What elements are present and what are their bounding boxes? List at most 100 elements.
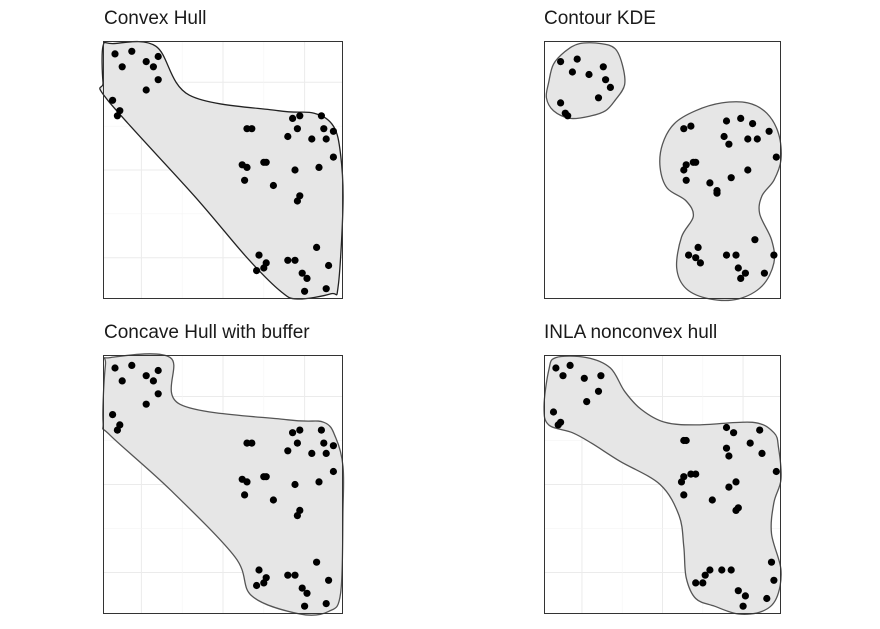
data-point bbox=[296, 426, 304, 434]
data-point bbox=[253, 581, 261, 590]
data-point bbox=[585, 70, 593, 79]
data-point bbox=[732, 506, 740, 514]
data-point bbox=[559, 372, 567, 380]
data-point bbox=[111, 364, 119, 372]
data-point bbox=[722, 444, 731, 452]
data-point bbox=[583, 398, 591, 406]
data-point bbox=[241, 176, 249, 184]
data-point bbox=[680, 491, 688, 499]
data-point bbox=[756, 426, 764, 434]
data-point bbox=[680, 125, 688, 133]
data-point bbox=[749, 120, 757, 128]
data-point bbox=[317, 426, 325, 434]
data-point bbox=[573, 55, 581, 63]
data-point bbox=[293, 197, 301, 205]
data-point bbox=[725, 140, 733, 148]
data-point bbox=[725, 483, 733, 491]
data-point bbox=[142, 86, 150, 94]
data-point bbox=[243, 163, 251, 171]
data-point bbox=[722, 251, 731, 259]
data-point bbox=[113, 112, 121, 120]
data-point bbox=[746, 439, 754, 447]
data-point bbox=[682, 176, 690, 184]
data-point bbox=[594, 94, 603, 102]
data-point bbox=[325, 576, 333, 584]
data-point bbox=[772, 467, 780, 476]
contour-polygon-1 bbox=[545, 42, 626, 120]
data-point bbox=[293, 439, 301, 447]
data-point bbox=[692, 158, 700, 166]
data-point bbox=[284, 132, 292, 141]
data-point bbox=[320, 125, 328, 133]
data-point bbox=[694, 243, 702, 251]
data-point bbox=[734, 264, 742, 272]
panel-title-inla-hull: INLA nonconvex hull bbox=[544, 322, 718, 343]
data-point bbox=[255, 566, 263, 574]
data-point bbox=[142, 400, 150, 408]
data-point bbox=[128, 361, 136, 369]
data-point bbox=[725, 452, 733, 460]
panel-title-contour-kde: Contour KDE bbox=[544, 8, 656, 29]
data-point bbox=[727, 566, 735, 574]
panel-convex-hull bbox=[99, 40, 344, 300]
data-point bbox=[564, 112, 572, 120]
data-point bbox=[325, 261, 333, 270]
data-point bbox=[741, 592, 749, 600]
data-point bbox=[293, 512, 301, 520]
panel-inla-hull bbox=[543, 355, 782, 615]
data-point bbox=[284, 447, 292, 455]
data-point bbox=[685, 251, 693, 259]
data-point bbox=[692, 254, 700, 262]
data-point bbox=[549, 408, 558, 416]
data-point bbox=[713, 189, 721, 197]
data-point bbox=[730, 429, 738, 437]
panel-title-concave-hull: Concave Hull with buffer bbox=[104, 322, 310, 343]
data-point bbox=[298, 269, 306, 277]
data-point bbox=[692, 470, 700, 478]
panel-border bbox=[103, 41, 343, 299]
data-point bbox=[260, 264, 268, 272]
data-point bbox=[313, 243, 321, 251]
data-point bbox=[708, 496, 716, 504]
data-point bbox=[602, 76, 610, 84]
data-point bbox=[322, 600, 330, 608]
data-point bbox=[557, 99, 565, 107]
data-point bbox=[599, 63, 607, 71]
data-point bbox=[154, 76, 162, 84]
data-point bbox=[696, 259, 704, 267]
data-point bbox=[243, 478, 251, 486]
data-point bbox=[557, 58, 565, 66]
data-point bbox=[322, 449, 330, 457]
hull-polygon bbox=[99, 40, 344, 300]
data-point bbox=[149, 377, 157, 385]
data-point bbox=[329, 467, 337, 476]
data-point bbox=[718, 566, 726, 574]
data-point bbox=[298, 584, 306, 592]
data-point bbox=[552, 364, 560, 372]
data-point bbox=[329, 127, 337, 135]
data-point bbox=[296, 112, 304, 120]
data-point bbox=[142, 372, 150, 380]
data-point bbox=[701, 571, 709, 579]
data-point bbox=[269, 181, 277, 190]
data-point bbox=[154, 390, 162, 398]
data-point bbox=[322, 135, 330, 143]
data-point bbox=[142, 58, 150, 66]
data-point bbox=[765, 127, 773, 135]
data-point bbox=[692, 579, 700, 587]
data-point bbox=[241, 491, 249, 499]
data-point bbox=[315, 163, 323, 171]
data-point bbox=[154, 52, 162, 61]
data-point bbox=[699, 579, 707, 587]
data-point bbox=[566, 361, 574, 369]
data-point bbox=[727, 174, 735, 182]
data-point bbox=[291, 480, 299, 489]
data-point bbox=[113, 426, 121, 434]
data-point bbox=[722, 117, 731, 125]
data-point bbox=[109, 96, 117, 104]
data-point bbox=[763, 594, 771, 603]
data-point bbox=[770, 576, 778, 584]
data-point bbox=[289, 429, 297, 437]
data-point bbox=[262, 158, 270, 166]
data-point bbox=[291, 571, 299, 579]
